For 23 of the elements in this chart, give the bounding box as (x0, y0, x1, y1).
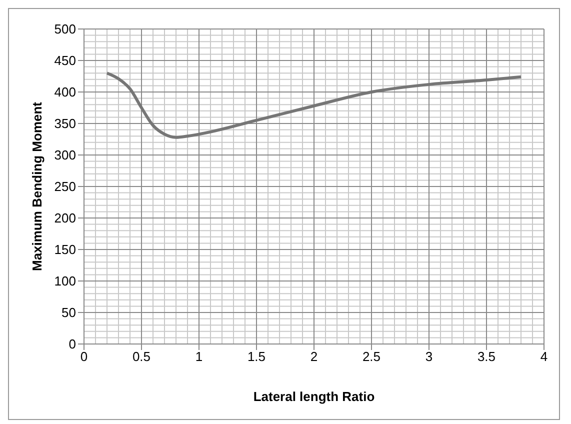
x-tick-label: 3.5 (477, 349, 496, 364)
y-tick-label: 450 (54, 53, 76, 68)
x-axis-title: Lateral length Ratio (253, 389, 375, 404)
x-tick-label: 1.5 (247, 349, 266, 364)
y-tick-label: 300 (54, 148, 76, 163)
x-tick-label: 1 (195, 349, 203, 364)
x-tick-label: 2 (310, 349, 318, 364)
y-tick-label: 500 (54, 22, 76, 37)
x-tick-label: 3 (425, 349, 433, 364)
y-tick-label: 350 (54, 116, 76, 132)
y-tick-label: 200 (54, 210, 76, 226)
x-tick-label: 0 (80, 349, 88, 364)
y-tick-label: 150 (54, 242, 76, 258)
y-tick-label: 50 (62, 305, 76, 320)
x-tick-label: 2.5 (362, 349, 381, 364)
y-tick-label: 250 (54, 179, 76, 194)
x-tick-label: 4 (540, 349, 548, 364)
y-tick-label: 100 (54, 274, 76, 289)
y-tick-label: 0 (68, 336, 76, 352)
y-axis-title: Maximum Bending Moment (30, 101, 45, 272)
x-tick-label: 0.5 (132, 349, 151, 364)
line-series (106, 72, 522, 139)
y-tick-label: 400 (54, 84, 76, 100)
